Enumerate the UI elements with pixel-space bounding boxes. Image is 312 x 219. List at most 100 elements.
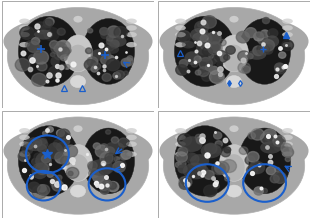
Ellipse shape xyxy=(190,154,209,168)
Ellipse shape xyxy=(105,142,124,153)
Circle shape xyxy=(246,165,258,175)
Circle shape xyxy=(118,138,129,147)
Circle shape xyxy=(57,175,62,180)
Ellipse shape xyxy=(83,19,134,84)
Circle shape xyxy=(221,149,230,157)
Circle shape xyxy=(269,139,278,147)
Circle shape xyxy=(258,35,268,44)
Circle shape xyxy=(254,32,264,41)
Circle shape xyxy=(100,144,108,151)
Circle shape xyxy=(51,53,55,57)
Ellipse shape xyxy=(7,7,149,105)
Circle shape xyxy=(215,161,229,174)
Ellipse shape xyxy=(126,32,137,37)
Ellipse shape xyxy=(205,58,217,65)
Ellipse shape xyxy=(263,44,274,55)
Circle shape xyxy=(58,129,70,140)
Circle shape xyxy=(202,16,216,28)
Circle shape xyxy=(84,60,96,70)
Ellipse shape xyxy=(18,126,80,196)
Ellipse shape xyxy=(19,135,30,140)
Circle shape xyxy=(206,64,213,71)
Circle shape xyxy=(178,165,187,173)
Circle shape xyxy=(204,170,214,179)
Ellipse shape xyxy=(226,76,241,88)
Circle shape xyxy=(52,181,64,191)
Circle shape xyxy=(111,137,119,143)
Circle shape xyxy=(27,42,40,52)
Circle shape xyxy=(44,27,59,41)
Circle shape xyxy=(261,30,269,38)
Circle shape xyxy=(238,62,251,73)
Ellipse shape xyxy=(174,126,236,196)
Circle shape xyxy=(54,45,61,52)
Circle shape xyxy=(266,167,275,175)
Circle shape xyxy=(197,48,213,61)
Circle shape xyxy=(200,40,212,50)
Circle shape xyxy=(219,74,223,79)
Circle shape xyxy=(37,62,47,71)
Circle shape xyxy=(196,137,205,144)
Circle shape xyxy=(222,160,236,173)
Ellipse shape xyxy=(19,25,30,31)
Ellipse shape xyxy=(174,16,236,87)
Circle shape xyxy=(178,134,192,146)
Ellipse shape xyxy=(282,152,293,157)
Circle shape xyxy=(208,54,214,58)
Circle shape xyxy=(92,171,105,182)
Circle shape xyxy=(236,31,250,43)
Circle shape xyxy=(124,58,133,66)
Circle shape xyxy=(245,28,256,38)
Circle shape xyxy=(59,47,70,56)
Circle shape xyxy=(263,129,276,141)
Ellipse shape xyxy=(256,31,266,38)
Circle shape xyxy=(194,56,201,62)
Circle shape xyxy=(61,55,67,61)
Ellipse shape xyxy=(50,41,67,55)
Circle shape xyxy=(275,63,285,72)
Ellipse shape xyxy=(88,159,114,176)
Circle shape xyxy=(53,140,63,148)
Circle shape xyxy=(100,56,111,65)
Circle shape xyxy=(261,133,273,144)
Circle shape xyxy=(215,141,222,147)
Circle shape xyxy=(105,130,111,134)
Circle shape xyxy=(46,18,54,25)
Circle shape xyxy=(100,152,113,164)
Circle shape xyxy=(225,177,230,181)
Circle shape xyxy=(270,175,279,183)
Circle shape xyxy=(37,144,46,152)
Ellipse shape xyxy=(19,128,30,133)
Circle shape xyxy=(253,46,264,56)
Circle shape xyxy=(88,161,97,170)
Circle shape xyxy=(193,33,203,42)
Circle shape xyxy=(179,154,188,162)
Ellipse shape xyxy=(226,185,241,197)
Circle shape xyxy=(107,35,113,41)
Ellipse shape xyxy=(28,53,44,63)
Circle shape xyxy=(113,72,120,79)
Circle shape xyxy=(257,44,270,55)
Circle shape xyxy=(57,28,65,35)
Circle shape xyxy=(262,189,267,193)
Ellipse shape xyxy=(23,137,48,151)
Circle shape xyxy=(238,51,250,62)
Circle shape xyxy=(99,180,110,190)
Circle shape xyxy=(209,42,220,52)
Circle shape xyxy=(95,145,109,157)
Circle shape xyxy=(32,185,47,199)
Circle shape xyxy=(209,71,224,83)
Circle shape xyxy=(102,73,111,81)
Circle shape xyxy=(178,160,186,167)
Circle shape xyxy=(178,148,190,158)
Ellipse shape xyxy=(175,135,186,140)
Circle shape xyxy=(28,182,40,192)
Circle shape xyxy=(108,56,114,61)
Circle shape xyxy=(242,66,250,73)
Ellipse shape xyxy=(201,143,222,158)
Circle shape xyxy=(50,177,61,187)
Circle shape xyxy=(268,29,278,37)
Circle shape xyxy=(41,25,50,32)
Circle shape xyxy=(56,41,71,53)
Ellipse shape xyxy=(19,152,30,157)
